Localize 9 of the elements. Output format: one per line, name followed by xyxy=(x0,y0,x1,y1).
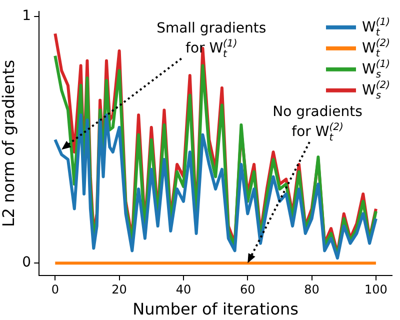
x-tick-label: 100 xyxy=(364,282,388,297)
x-tick-label: 20 xyxy=(112,282,127,297)
y-axis-title: L2 norm of gradients xyxy=(0,60,18,228)
x-tick-label: 60 xyxy=(240,282,256,297)
y-tick-label: 1 xyxy=(22,8,32,24)
x-tick-label: 40 xyxy=(176,282,192,297)
x-tick-label: 80 xyxy=(304,282,320,297)
x-tick-label: 0 xyxy=(51,282,59,297)
x-axis-title: Number of iterations xyxy=(132,300,298,319)
